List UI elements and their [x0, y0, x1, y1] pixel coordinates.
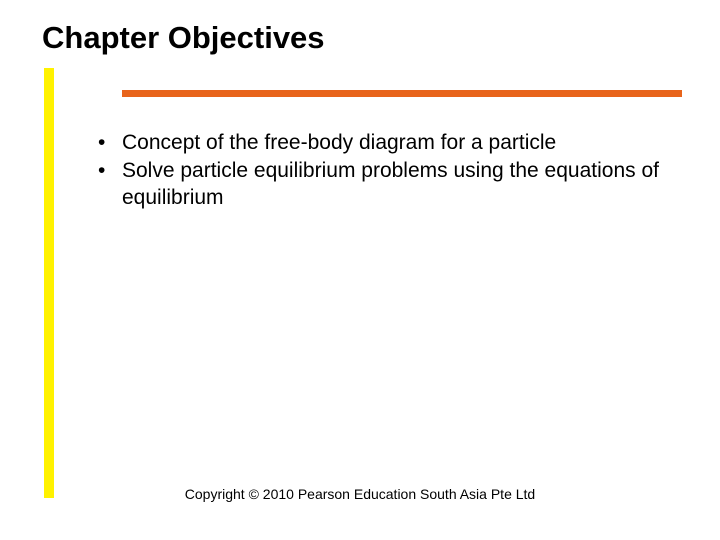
list-item: Concept of the free-body diagram for a p…: [96, 130, 672, 156]
copyright-footer: Copyright © 2010 Pearson Education South…: [0, 486, 720, 502]
vertical-accent-bar: [44, 68, 54, 498]
content-area: Concept of the free-body diagram for a p…: [96, 130, 672, 213]
list-item: Solve particle equilibrium problems usin…: [96, 158, 672, 211]
slide-title: Chapter Objectives: [42, 20, 325, 56]
objectives-list: Concept of the free-body diagram for a p…: [96, 130, 672, 211]
title-divider: [42, 76, 682, 110]
horizontal-accent-bar: [122, 90, 682, 97]
slide: Chapter Objectives Concept of the free-b…: [0, 0, 720, 540]
